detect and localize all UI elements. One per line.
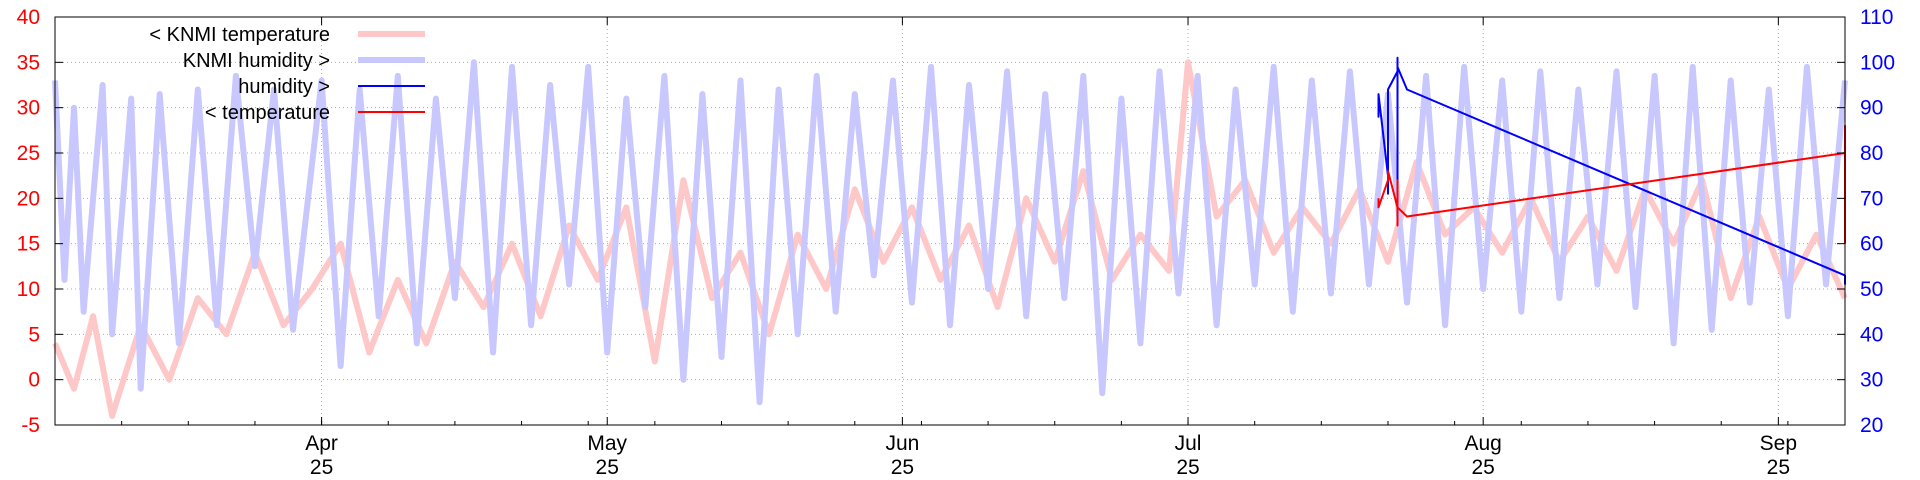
right-tick-label: 80 (1860, 142, 1883, 165)
left-tick-label: 35 (17, 51, 40, 74)
right-tick-label: 50 (1860, 278, 1883, 301)
plot-frame (54, 16, 1846, 426)
right-tick-label: 20 (1860, 414, 1883, 437)
left-tick-label: 25 (17, 142, 40, 165)
legend-label: humidity > (238, 76, 330, 98)
legend-label: KNMI humidity > (183, 50, 330, 72)
right-tick-label: 40 (1860, 323, 1883, 346)
right-tick-label: 90 (1860, 97, 1883, 120)
series-line (52, 59, 1848, 406)
x-tick-label: 25 (1767, 456, 1790, 479)
left-tick-label: -5 (21, 414, 40, 437)
x-tick-label: Apr (305, 432, 338, 455)
right-tick-label: 30 (1860, 369, 1883, 392)
x-tick-label: 25 (596, 456, 619, 479)
series-line (1377, 56, 1846, 285)
right-tick-label: 110 (1860, 6, 1893, 29)
left-tick-label: 20 (17, 187, 40, 210)
x-tick-label: Aug (1465, 432, 1502, 455)
x-tick-label: May (587, 432, 627, 455)
left-tick-label: 15 (17, 233, 40, 256)
left-tick-label: 30 (17, 97, 40, 120)
right-tick-label: 100 (1860, 51, 1895, 74)
right-axis: 110 100 90 80 70 60 50 40 30 20 (1837, 6, 1895, 437)
legend: < KNMI temperature KNMI humidity > humidit… (149, 24, 425, 124)
x-tick-label: 25 (310, 456, 333, 479)
x-tick-label: 25 (1472, 456, 1495, 479)
left-tick-label: 0 (28, 369, 40, 392)
x-tick-label: 25 (1176, 456, 1199, 479)
x-tick-label: 25 (891, 456, 914, 479)
left-tick-label: 40 (17, 6, 40, 29)
x-tick-label: Sep (1760, 432, 1797, 455)
legend-label: < temperature (205, 102, 330, 124)
x-tick-label: Jul (1175, 432, 1202, 455)
left-tick-label: 10 (17, 278, 40, 301)
legend-label: < KNMI temperature (149, 24, 330, 46)
x-tick-label: Jun (885, 432, 919, 455)
left-axis: 40 35 30 25 20 15 10 5 0 -5 (17, 6, 63, 437)
left-tick-label: 5 (28, 323, 40, 346)
right-tick-label: 70 (1860, 187, 1883, 210)
right-tick-label: 60 (1860, 233, 1883, 256)
